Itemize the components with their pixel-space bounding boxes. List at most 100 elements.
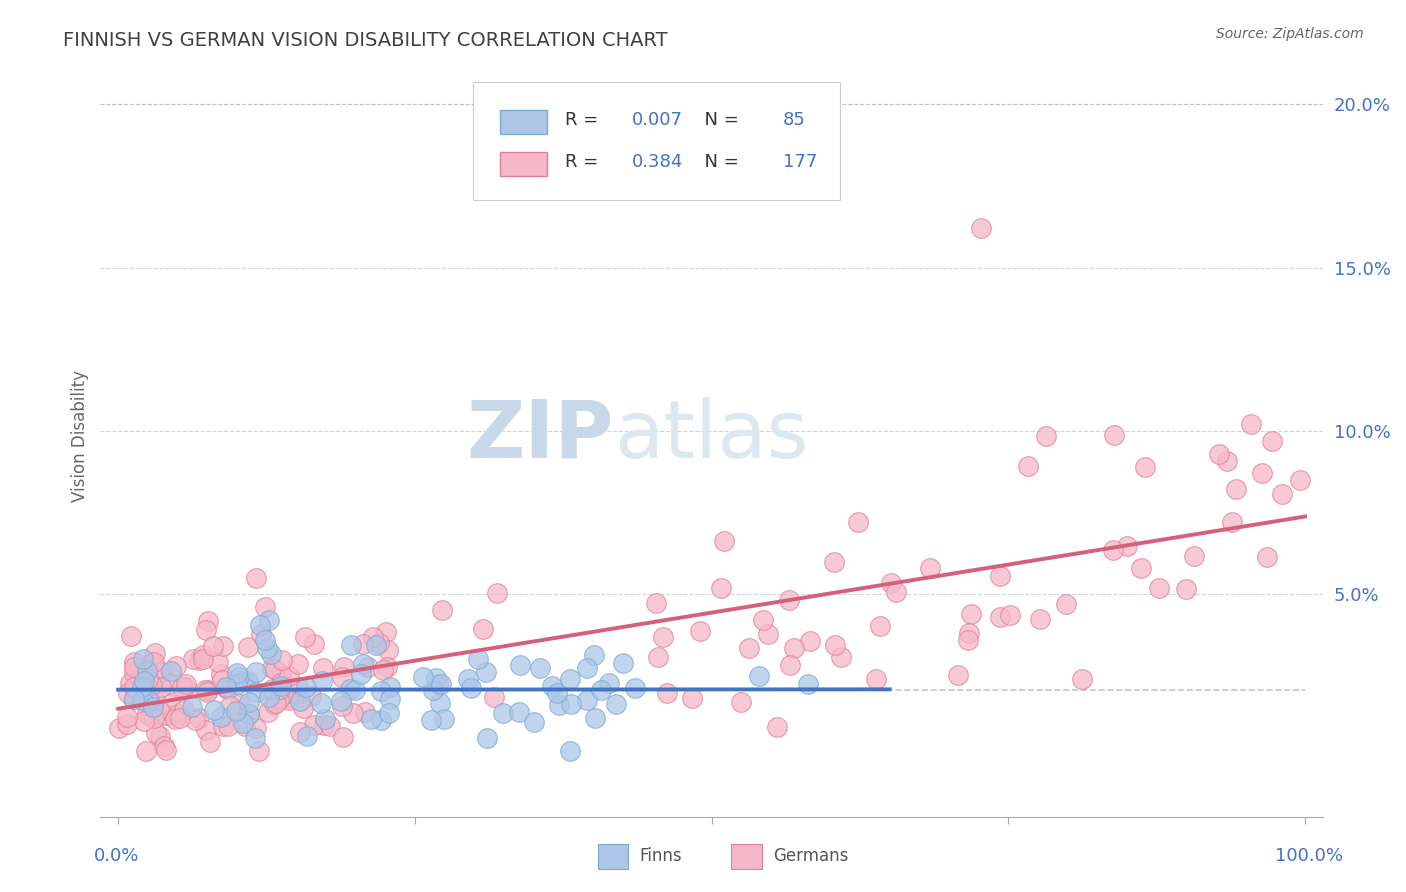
Point: [263, 698, 285, 712]
Point: [278, 692, 301, 706]
Point: [267, 692, 290, 706]
Point: [429, 696, 451, 710]
Point: [238, 694, 260, 708]
Point: [412, 669, 434, 683]
Point: [598, 676, 620, 690]
Point: [141, 678, 163, 692]
Point: [143, 672, 166, 686]
Point: [371, 664, 394, 678]
FancyBboxPatch shape: [501, 110, 547, 135]
Point: [167, 706, 190, 721]
Point: [269, 682, 291, 697]
Text: 100.0%: 100.0%: [1275, 847, 1343, 865]
Point: [278, 669, 301, 683]
Point: [1216, 454, 1239, 468]
Text: FINNISH VS GERMAN VISION DISABILITY CORRELATION CHART: FINNISH VS GERMAN VISION DISABILITY CORR…: [63, 31, 668, 50]
Point: [132, 673, 155, 688]
Point: [378, 681, 401, 695]
Text: Finns: Finns: [640, 847, 682, 865]
Point: [425, 671, 447, 685]
Point: [422, 683, 444, 698]
Point: [150, 680, 173, 694]
Point: [201, 639, 224, 653]
Point: [655, 686, 678, 700]
Point: [122, 680, 145, 694]
Point: [1240, 417, 1263, 432]
Point: [254, 633, 277, 648]
Point: [236, 673, 259, 688]
Point: [209, 709, 232, 723]
Point: [846, 516, 869, 530]
Point: [353, 705, 375, 719]
Point: [198, 735, 221, 749]
Y-axis label: Vision Disability: Vision Disability: [72, 370, 89, 502]
Point: [136, 664, 159, 678]
Point: [260, 647, 283, 661]
Point: [270, 666, 292, 681]
Point: [884, 584, 907, 599]
Point: [467, 652, 489, 666]
Point: [245, 721, 267, 735]
Point: [689, 624, 711, 639]
Point: [277, 690, 299, 705]
Point: [138, 694, 160, 708]
Point: [956, 632, 979, 647]
Point: [136, 672, 159, 686]
Point: [238, 707, 260, 722]
Point: [311, 673, 333, 688]
Point: [360, 712, 382, 726]
Point: [247, 744, 270, 758]
Point: [548, 698, 571, 713]
Point: [375, 659, 398, 673]
Point: [169, 711, 191, 725]
Point: [482, 690, 505, 704]
Point: [1250, 466, 1272, 480]
Point: [143, 647, 166, 661]
Point: [339, 681, 361, 696]
Point: [157, 677, 180, 691]
Text: R =: R =: [565, 111, 605, 128]
Point: [1129, 561, 1152, 575]
Point: [1101, 542, 1123, 557]
Point: [249, 618, 271, 632]
Point: [108, 721, 131, 735]
Point: [299, 689, 322, 703]
Point: [245, 571, 267, 585]
Point: [509, 657, 531, 672]
Point: [245, 665, 267, 680]
Text: 85: 85: [783, 111, 806, 128]
Point: [824, 555, 846, 569]
Point: [193, 652, 215, 666]
Point: [541, 679, 564, 693]
Point: [309, 696, 332, 710]
Point: [523, 715, 546, 730]
Point: [713, 533, 735, 548]
Point: [238, 706, 260, 721]
Point: [212, 718, 235, 732]
Point: [779, 658, 801, 673]
Point: [560, 672, 582, 686]
Point: [212, 639, 235, 653]
Point: [153, 708, 176, 723]
Point: [215, 681, 238, 695]
Point: [378, 706, 401, 720]
Point: [364, 638, 387, 652]
Point: [342, 706, 364, 720]
Point: [485, 586, 508, 600]
Point: [136, 681, 159, 695]
Point: [460, 681, 482, 695]
Point: [1256, 550, 1278, 565]
Point: [1184, 549, 1206, 564]
Point: [150, 665, 173, 680]
Point: [652, 630, 675, 644]
Point: [232, 674, 254, 689]
Point: [352, 637, 374, 651]
Point: [211, 673, 233, 687]
Point: [710, 582, 733, 596]
Point: [1029, 612, 1052, 626]
Point: [188, 653, 211, 667]
Point: [155, 743, 177, 757]
Point: [142, 700, 165, 714]
Point: [172, 681, 194, 695]
Point: [245, 684, 267, 698]
